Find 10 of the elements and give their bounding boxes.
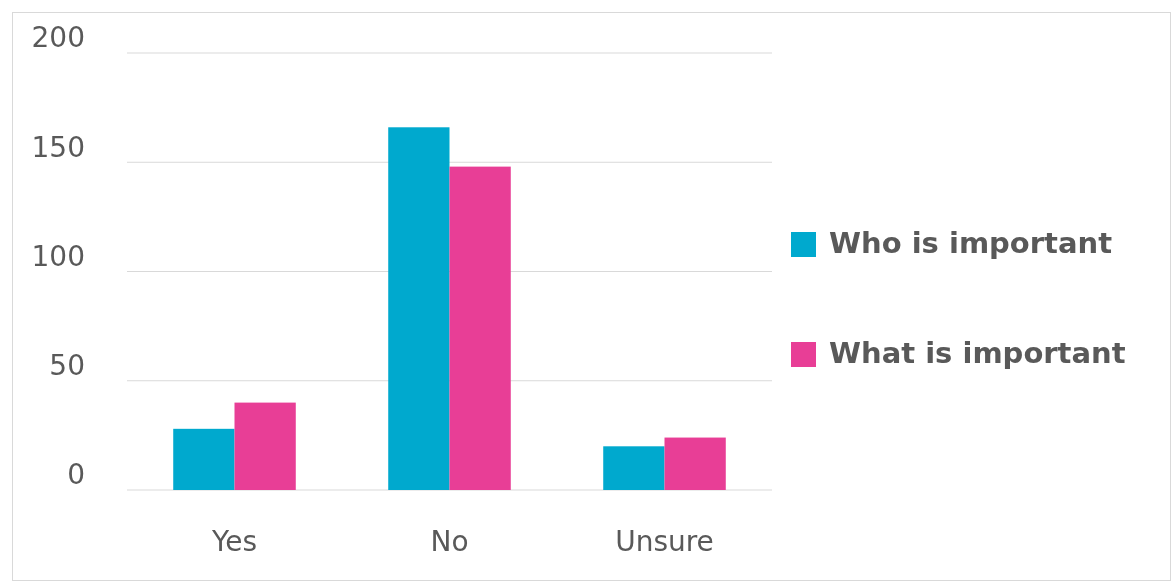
- x-tick-label: Yes: [210, 525, 258, 558]
- x-tick-label: No: [430, 525, 469, 558]
- legend-label: What is important: [829, 336, 1126, 370]
- y-tick-label: 100: [31, 239, 85, 273]
- y-tick-label: 200: [31, 21, 85, 55]
- x-tick-label: Unsure: [615, 525, 714, 558]
- y-tick-label: 150: [31, 130, 85, 164]
- y-tick-label: 50: [49, 349, 85, 383]
- y-tick-label: 0: [67, 458, 85, 492]
- legend-label: Who is important: [829, 226, 1113, 260]
